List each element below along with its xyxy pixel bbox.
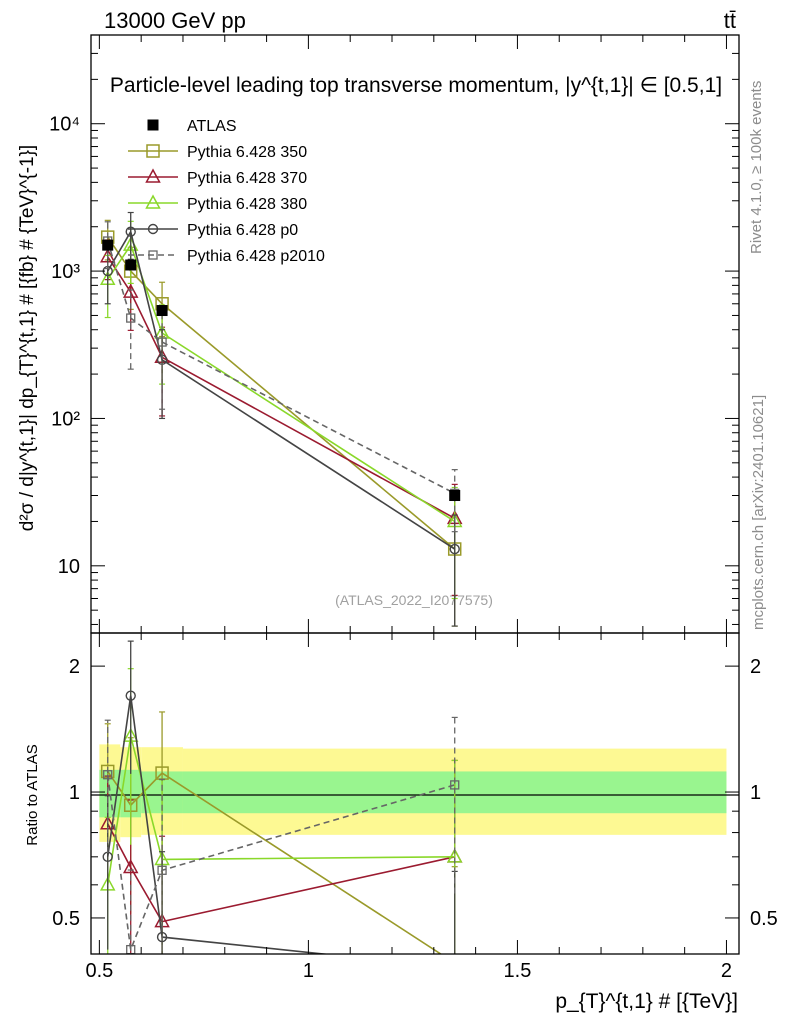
legend-label: Pythia 6.428 p2010 [187,248,325,265]
ratio-y-tick-label-right: 2 [750,656,761,678]
ratio-y-tick-label: 1 [69,782,80,804]
main-axis-ticks: 10 10² 10³ 10⁴ [49,34,739,633]
ratio-point [156,931,168,943]
ratio-panel: 0.5 1 1.5 2 0.5 0.5 1 1 2 2 Ratio to ATLAS p_{T}^… [24,633,778,1013]
y-tick-label: 10⁴ [49,114,80,136]
ratio-pythia-6-428-380 [99,668,463,954]
energy-label: 13000 GeV pp [104,8,246,33]
atlas-data-point [449,490,461,502]
legend: ATLAS Pythia 6.428 350 Pythia 6.428 370 Pyt… [128,118,325,265]
series-line [107,243,456,523]
x-tick-label: 1 [303,960,314,982]
legend-item: Pythia 6.428 p0 [128,222,298,239]
main-series-lines [99,211,463,627]
data-point [125,226,136,237]
site-label: mcplots.cern.ch [arXiv:2401.10621] [750,395,767,630]
analysis-watermark: (ATLAS_2022_I2077575) [335,592,493,608]
series-pythia-6-428-p0 [102,211,460,627]
data-point [449,543,460,555]
ratio-y-tick-label-right: 1 [750,782,761,804]
ratio-line [107,823,455,923]
series-pythia-6-428-370 [99,239,463,596]
legend-marker [148,250,158,260]
series-line [107,236,456,550]
ratio-y-tick-label: 0.5 [52,908,80,930]
process-label: tt̄ [724,8,736,33]
ratio-axis-ticks: 0.5 1 1.5 2 0.5 0.5 1 1 2 2 [52,633,778,982]
ratio-point [450,963,459,972]
series-line [106,240,456,495]
y-tick-label: 10 [58,556,80,578]
legend-marker [147,119,159,131]
main-y-axis-label: d²σ / d|y^{t,1}| dp_{T}^{t,1} # [{fb} # … [17,145,38,531]
legend-label: Pythia 6.428 380 [187,196,307,213]
legend-label: Pythia 6.428 370 [187,170,307,187]
ratio-line [106,774,455,953]
series-pythia-6-428-p2010 [103,221,460,533]
x-tick-label: 2 [721,960,732,982]
ratio-line [106,735,455,885]
ratio-point [103,770,113,780]
y-tick-label: 10² [51,408,80,430]
atlas-data-point [125,259,137,271]
legend-label: Pythia 6.428 350 [187,144,307,161]
x-axis-label: p_{T}^{t,1} # [{TeV}] [555,990,738,1013]
ratio-y-axis-label: Ratio to ATLAS [24,744,41,845]
legend-item: Pythia 6.428 380 [128,194,307,213]
legend-item: Pythia 6.428 370 [128,168,307,187]
legend-item: Pythia 6.428 350 [128,144,307,161]
ratio-point [449,957,461,969]
legend-marker [145,168,161,183]
legend-item: Pythia 6.428 p2010 [128,248,325,265]
ratio-pythia-6-428-p2010 [103,716,460,954]
legend-label: ATLAS [187,118,237,135]
legend-marker [147,223,159,235]
data-point [157,337,167,347]
ratio-point [157,865,167,875]
rivet-label: Rivet 4.1.0, ≥ 100k events [748,81,765,254]
ratio-point [125,690,136,701]
legend-marker [146,144,160,158]
plot-title: Particle-level leading top transverse mo… [110,74,722,97]
ratio-point [122,858,139,874]
ratio-point [155,766,169,780]
ratio-y-tick-label: 2 [69,656,80,678]
ratio-frame [90,632,740,955]
series-pythia-6-428-380 [99,220,463,600]
y-tick-label: 10³ [51,261,80,283]
legend-label: Pythia 6.428 p0 [187,222,298,239]
legend-item: ATLAS [147,118,237,135]
atlas-data-point [156,305,168,317]
series-line [107,229,456,550]
main-panel: Particle-level leading top transverse mo… [17,34,739,633]
atlas-data-point [102,239,114,251]
x-tick-label: 1.5 [504,960,532,982]
series-line [107,256,456,520]
ratio-line [107,770,443,954]
legend-marker [145,194,161,209]
x-tick-label: 0.5 [85,960,113,982]
ratio-y-tick-label-right: 0.5 [750,908,778,930]
data-point [126,313,136,323]
ratio-point [450,780,460,790]
